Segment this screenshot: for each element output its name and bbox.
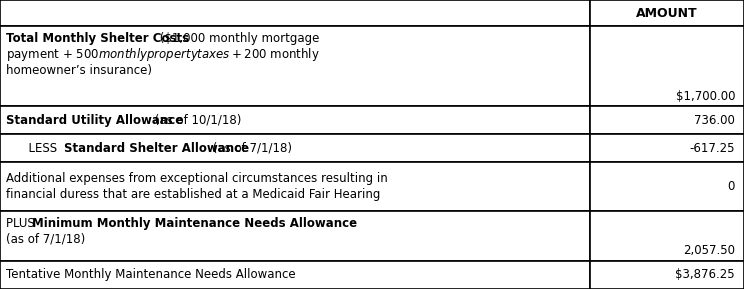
Bar (0, 0, 590, 26)
Bar (590, 261, 744, 289)
Bar (590, 134, 744, 162)
Bar (590, 162, 744, 211)
Text: Standard Utility Allowance: Standard Utility Allowance (6, 114, 183, 127)
Text: Total Monthly Shelter Costs: Total Monthly Shelter Costs (6, 32, 189, 45)
Bar (0, 26, 590, 106)
Bar (0, 162, 590, 211)
Text: homeowner’s insurance): homeowner’s insurance) (6, 64, 152, 77)
Bar (590, 211, 744, 261)
Text: 2,057.50: 2,057.50 (683, 244, 735, 257)
Text: Tentative Monthly Maintenance Needs Allowance: Tentative Monthly Maintenance Needs Allo… (6, 268, 295, 281)
Text: (as of 10/1/18): (as of 10/1/18) (150, 114, 241, 127)
Text: ($1,000 monthly mortgage: ($1,000 monthly mortgage (156, 32, 320, 45)
Bar (0, 211, 590, 261)
Text: -617.25: -617.25 (690, 142, 735, 155)
Text: financial duress that are established at a Medicaid Fair Hearing: financial duress that are established at… (6, 188, 380, 201)
Text: PLUS: PLUS (6, 217, 39, 230)
Text: payment + $500 monthly property taxes + $200 monthly: payment + $500 monthly property taxes + … (6, 46, 320, 63)
Text: Minimum Monthly Maintenance Needs Allowance: Minimum Monthly Maintenance Needs Allowa… (33, 217, 358, 230)
Text: AMOUNT: AMOUNT (636, 7, 698, 20)
Bar (0, 261, 590, 289)
Bar (590, 106, 744, 134)
Text: Standard Shelter Allowance: Standard Shelter Allowance (64, 142, 249, 155)
Text: (as of 7/1/18): (as of 7/1/18) (6, 233, 86, 246)
Bar (0, 134, 590, 162)
Text: Additional expenses from exceptional circumstances resulting in: Additional expenses from exceptional cir… (6, 172, 388, 185)
Text: $1,700.00: $1,700.00 (676, 90, 735, 103)
Bar (590, 26, 744, 106)
Text: LESS: LESS (6, 142, 61, 155)
Bar (590, 0, 744, 26)
Text: 0: 0 (728, 180, 735, 193)
Text: $3,876.25: $3,876.25 (676, 268, 735, 281)
Bar (0, 106, 590, 134)
Text: 736.00: 736.00 (694, 114, 735, 127)
Text: (as of 7/1/18): (as of 7/1/18) (209, 142, 292, 155)
